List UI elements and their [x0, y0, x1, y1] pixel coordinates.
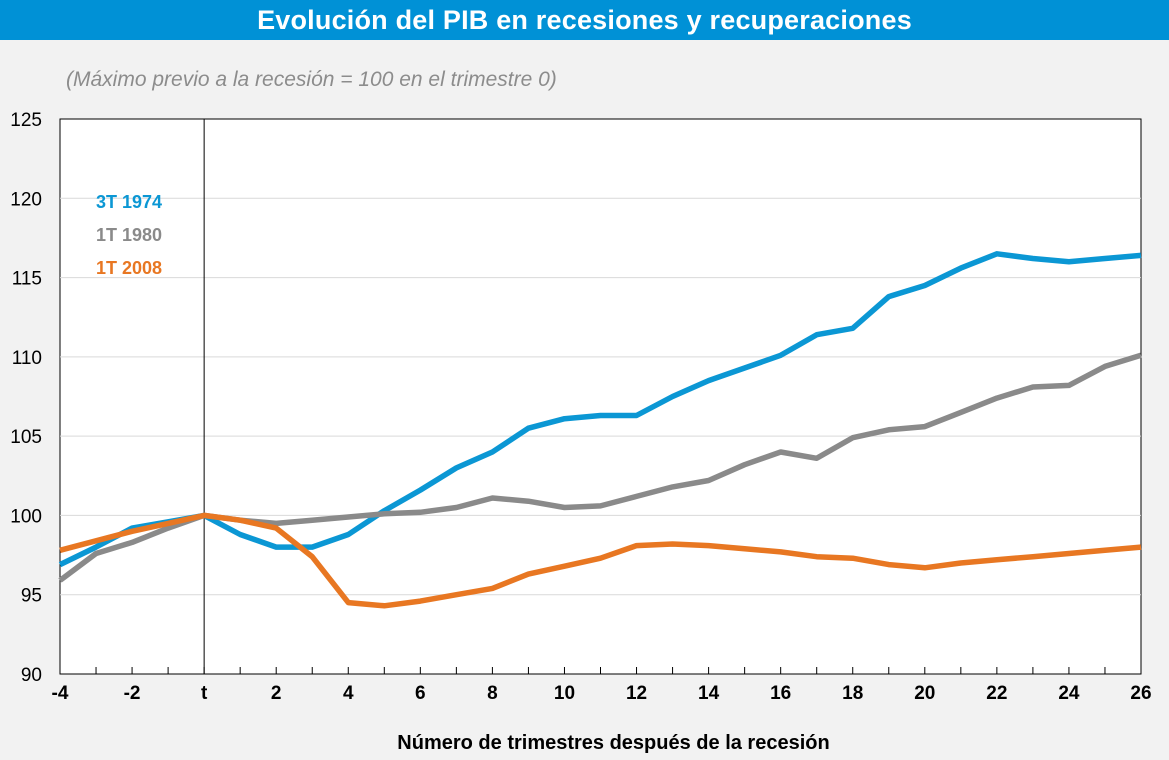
x-axis-label: Número de trimestres después de la reces… [397, 732, 829, 754]
x-tick-label: 6 [415, 683, 426, 704]
y-tick-label: 115 [12, 269, 42, 290]
plot-area [59, 118, 1142, 675]
legend: 3T 1974 1T 1980 1T 2008 [96, 192, 162, 278]
x-tick-label: 22 [986, 683, 1007, 704]
x-tick-label: 4 [343, 683, 354, 704]
x-tick-label: -2 [124, 683, 141, 704]
x-tick-label: 26 [1130, 683, 1151, 704]
chart-title: Evolución del PIB en recesiones y recupe… [0, 0, 1169, 40]
y-tick-label: 100 [10, 506, 42, 527]
y-axis: 90 95 100 105 110 115 120 125 [10, 110, 42, 686]
legend-entry-1t-2008: 1T 2008 [96, 258, 162, 278]
legend-entry-1t-1980: 1T 1980 [96, 225, 162, 245]
legend-entry-3t-1974: 3T 1974 [96, 192, 162, 212]
x-tick-label: 16 [770, 683, 791, 704]
x-axis: -4 -2 t 2 4 6 8 10 12 14 16 18 20 22 24 26 [52, 667, 1152, 704]
series-lines [58, 251, 1142, 609]
x-tick-label: 8 [487, 683, 498, 704]
grid-lines [60, 197, 1141, 596]
y-tick-label: 90 [21, 665, 42, 686]
x-tick-label: 20 [914, 683, 935, 704]
x-tick-label: 2 [271, 683, 282, 704]
y-tick-label: 95 [21, 586, 42, 607]
x-tick-label: 24 [1058, 683, 1080, 704]
x-tick-label: 10 [554, 683, 575, 704]
x-tick-label: 14 [698, 683, 720, 704]
series-line-3t-1974 [58, 251, 1142, 568]
x-tick-label: t [201, 683, 208, 704]
y-tick-label: 120 [10, 189, 42, 210]
chart-subtitle: (Máximo previo a la recesión = 100 en el… [66, 68, 557, 91]
series-line-1t-2008 [59, 512, 1142, 609]
y-tick-label: 110 [12, 348, 42, 369]
x-tick-label: 18 [842, 683, 863, 704]
x-tick-label: -4 [52, 683, 69, 704]
x-tick-label: 12 [626, 683, 647, 704]
y-tick-label: 105 [10, 427, 42, 448]
y-tick-label: 125 [10, 110, 42, 131]
